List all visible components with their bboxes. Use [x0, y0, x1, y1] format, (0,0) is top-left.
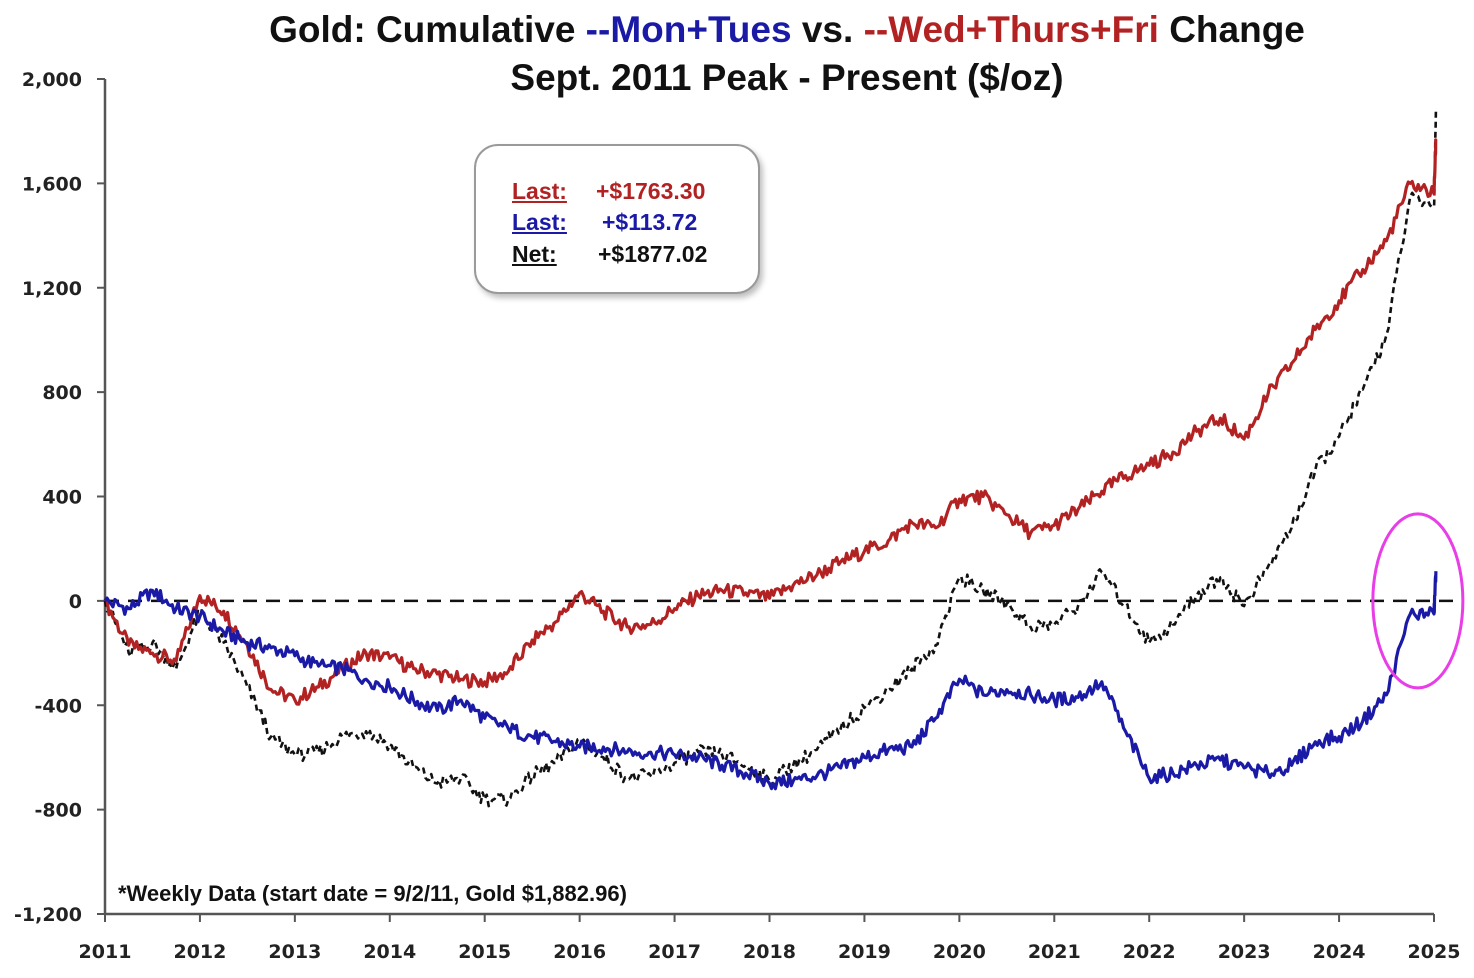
y-tick-label: -800	[34, 800, 82, 822]
legend-value: +$113.72	[602, 209, 698, 235]
legend-row-mon-tues: Last: +$113.72	[512, 209, 697, 236]
x-tick-label: 2014	[363, 941, 416, 963]
title-part-4: Change	[1159, 9, 1305, 50]
legend-row-wed-thurs-fri: Last: +$1763.30	[512, 178, 705, 205]
x-tick-labels: 2011 2012 2013 2014 2015 2016 2017 2018 2019 2020…	[79, 941, 1461, 963]
x-tick-label: 2013	[268, 941, 321, 963]
x-tick-label: 2012	[173, 941, 226, 963]
title-part-mon-tues: --Mon+Tues	[586, 9, 792, 50]
title-part-0: Gold: Cumulative	[269, 9, 586, 50]
series-line-mon-tues	[103, 571, 1438, 791]
x-tick-label: 2020	[933, 941, 986, 963]
y-tick-label: 400	[42, 487, 82, 509]
x-tick-label: 2017	[648, 941, 701, 963]
legend-label: Net:	[512, 241, 557, 267]
legend-label: Last:	[512, 178, 567, 204]
x-tick-label: 2011	[79, 941, 132, 963]
title-part-wed-thurs-fri: --Wed+Thurs+Fri	[864, 9, 1159, 50]
x-tick-label: 2022	[1123, 941, 1176, 963]
y-tick-label: 1,200	[22, 278, 82, 300]
series-line-net	[103, 111, 1438, 808]
y-tick-label: 0	[69, 591, 82, 613]
highlight-ellipse	[1371, 512, 1465, 690]
y-tick-label: 2,000	[22, 69, 82, 91]
chart-annotation: *Weekly Data (start date = 9/2/11, Gold …	[118, 881, 627, 906]
legend-label: Last:	[512, 209, 567, 235]
y-tick-labels: 2,000 1,600 1,200 800 400 0 -400 -800 -1,200	[14, 69, 82, 926]
legend-box: Last: +$1763.30 Last: +$113.72 Net: +$1877.…	[474, 144, 760, 294]
x-tick-label: 2021	[1028, 941, 1081, 963]
title-part-2: vs.	[792, 9, 864, 50]
legend-row-net: Net: +$1877.02	[512, 241, 707, 268]
chart-title: Gold: Cumulative --Mon+Tues vs. --Wed+Th…	[269, 9, 1305, 50]
legend-value: +$1877.02	[598, 241, 708, 267]
chart-subtitle: Sept. 2011 Peak - Present ($/oz)	[510, 57, 1063, 98]
axes	[97, 78, 1435, 922]
x-tick-label: 2016	[553, 941, 606, 963]
highlight-group	[1371, 512, 1465, 690]
x-tick-label: 2025	[1408, 941, 1461, 963]
y-tick-label: 800	[42, 382, 82, 404]
x-tick-label: 2024	[1313, 941, 1366, 963]
series-line-wed-thurs-fri	[103, 138, 1438, 706]
x-tick-label: 2019	[838, 941, 891, 963]
x-tick-label: 2018	[743, 941, 796, 963]
x-tick-label: 2023	[1218, 941, 1271, 963]
y-tick-label: 1,600	[22, 173, 82, 195]
y-tick-label: -400	[34, 695, 82, 717]
legend-value: +$1763.30	[596, 178, 706, 204]
series-group	[103, 111, 1438, 808]
x-tick-label: 2015	[458, 941, 511, 963]
y-tick-label: -1,200	[14, 904, 82, 926]
